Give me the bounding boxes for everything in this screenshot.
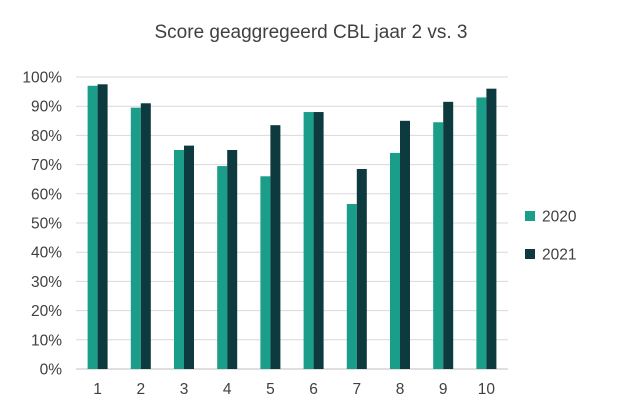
x-tick-label: 3 xyxy=(180,381,189,398)
y-tick-label: 0% xyxy=(40,362,63,379)
x-axis-ticks: 1 2 3 4 5 6 7 8 9 10 xyxy=(93,381,495,398)
bar-2021-7 xyxy=(356,168,367,369)
bars xyxy=(87,84,497,370)
bar-2020-5 xyxy=(260,176,271,369)
y-tick-label: 100% xyxy=(22,70,62,87)
y-tick-label: 60% xyxy=(31,186,62,203)
bar-2021-2 xyxy=(140,103,151,369)
bar-2020-7 xyxy=(346,204,357,369)
y-tick-label: 20% xyxy=(31,303,62,320)
y-tick-label: 90% xyxy=(31,99,62,116)
bar-2021-5 xyxy=(270,125,281,370)
bar-2021-6 xyxy=(313,112,324,369)
y-tick-label: 50% xyxy=(31,216,62,233)
bar-2021-4 xyxy=(227,150,238,369)
bar-2020-9 xyxy=(433,122,444,369)
bar-2020-8 xyxy=(390,152,400,369)
x-tick-label: 5 xyxy=(266,381,275,398)
bar-2020-3 xyxy=(174,150,184,369)
y-tick-label: 10% xyxy=(31,332,62,349)
y-axis-ticks: 0% 10% 20% 30% 40% 50% 60% 70% 80% 90% 100% xyxy=(22,70,62,379)
legend: 2020 2021 xyxy=(525,209,577,264)
x-tick-label: 1 xyxy=(93,381,102,398)
y-tick-label: 30% xyxy=(31,274,62,291)
legend-swatch-2020 xyxy=(525,211,535,221)
bar-2021-1 xyxy=(97,84,108,370)
x-tick-label: 8 xyxy=(396,381,405,398)
chart-title: Score geaggregeerd CBL jaar 2 vs. 3 xyxy=(155,22,468,43)
y-tick-label: 70% xyxy=(31,157,62,174)
x-tick-label: 10 xyxy=(478,381,496,398)
x-tick-label: 4 xyxy=(223,381,232,398)
x-tick-label: 2 xyxy=(136,381,145,398)
bar-2020-1 xyxy=(87,85,98,369)
legend-label: 2020 xyxy=(542,209,577,226)
bar-2021-10 xyxy=(486,88,497,370)
y-tick-label: 40% xyxy=(31,245,62,262)
bar-2021-9 xyxy=(443,101,454,369)
legend-swatch-2021 xyxy=(525,249,535,259)
bar-2021-3 xyxy=(184,145,194,369)
x-tick-label: 9 xyxy=(439,381,448,398)
bar-2020-10 xyxy=(476,97,487,369)
bar-2020-4 xyxy=(217,166,228,369)
x-tick-label: 6 xyxy=(309,381,318,398)
legend-label: 2021 xyxy=(542,247,576,264)
x-tick-label: 7 xyxy=(352,381,361,398)
bar-2020-6 xyxy=(303,112,314,369)
bar-2021-8 xyxy=(400,120,410,369)
bar-2020-2 xyxy=(130,107,141,369)
y-tick-label: 80% xyxy=(31,128,62,145)
